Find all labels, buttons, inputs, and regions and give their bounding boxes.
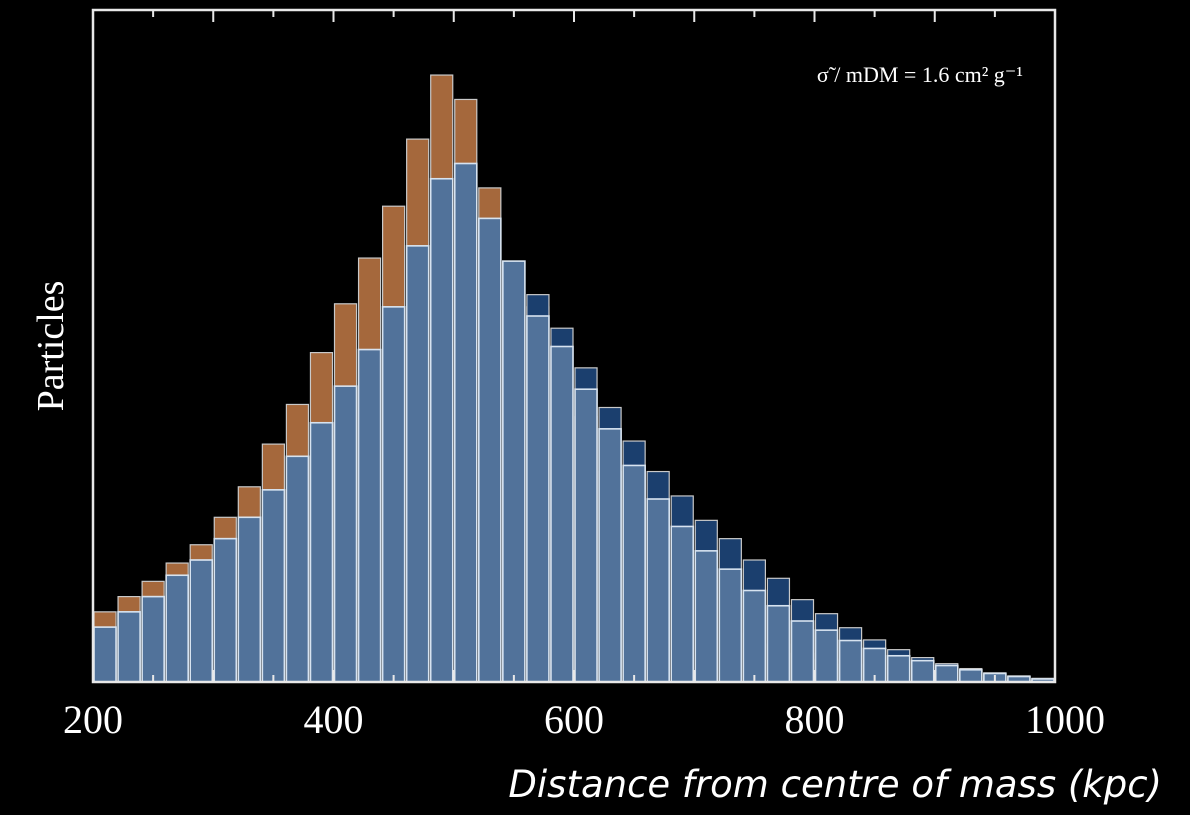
bar-series3-bin-260 [165, 574, 189, 683]
bar-series3-bin-740 [742, 589, 767, 683]
bar-series3-bin-900 [934, 664, 959, 683]
x-tick-label-200: 200 [63, 697, 123, 742]
bar-series3-bin-300 [213, 537, 238, 683]
x-tick-label-400: 400 [304, 697, 364, 742]
bar-series3-bin-540 [502, 260, 526, 683]
bar-series3-bin-240 [141, 595, 165, 683]
x-tick-label-600: 600 [544, 697, 604, 742]
bar-series3-bin-700 [694, 550, 719, 683]
bar-series3-bin-720 [718, 568, 743, 683]
bar-series3-bin-800 [814, 629, 839, 683]
y-axis-label: Particles [30, 281, 72, 412]
x-axis-label: Distance from centre of mass (kpc) [508, 763, 1162, 806]
x-tick-labels: 200 400 600 800 1000 [63, 697, 1105, 742]
bar-series3-bin-780 [790, 620, 815, 683]
bar-series3-bin-920 [958, 668, 983, 683]
bar-series3-bin-500 [453, 162, 478, 683]
bar-series3-bin-360 [285, 455, 310, 683]
bar-series3-bin-460 [405, 245, 430, 683]
bar-series3-bin-440 [381, 306, 406, 683]
bars-group [93, 74, 1055, 683]
bar-series3-bin-380 [309, 421, 334, 683]
bar-series3-bin-520 [477, 217, 502, 683]
bar-series3-bin-680 [670, 525, 695, 683]
bar-series3-bin-340 [261, 489, 286, 683]
bar-series3-bin-760 [766, 604, 791, 683]
bar-series3-bin-220 [117, 611, 141, 683]
bar-series3-bin-600 [574, 388, 598, 683]
bar-series3-bin-580 [550, 345, 574, 683]
bar-series3-bin-880 [910, 659, 935, 683]
bar-series3-bin-620 [598, 428, 622, 683]
bar-series3-bin-560 [526, 315, 550, 683]
bar-series3-bin-320 [237, 516, 262, 683]
bar-series3-bin-280 [189, 559, 214, 683]
x-tick-label-1000: 1000 [1025, 697, 1105, 742]
plot-frame [91, 8, 1057, 684]
bar-series3-bin-820 [838, 639, 863, 683]
bar-series3-bin-420 [357, 348, 382, 683]
bar-series3-bin-480 [429, 177, 454, 683]
bar-series3-bin-640 [622, 464, 646, 683]
annotation: σ̃ / mDM = 1.6 cm² g⁻¹ [817, 62, 1023, 87]
bar-series3-bin-860 [886, 654, 911, 683]
x-tick-label-800: 800 [785, 697, 845, 742]
bar-series3-bin-400 [333, 385, 358, 683]
bar-series3-bin-660 [646, 498, 671, 683]
bar-series3-bin-200 [93, 626, 117, 683]
